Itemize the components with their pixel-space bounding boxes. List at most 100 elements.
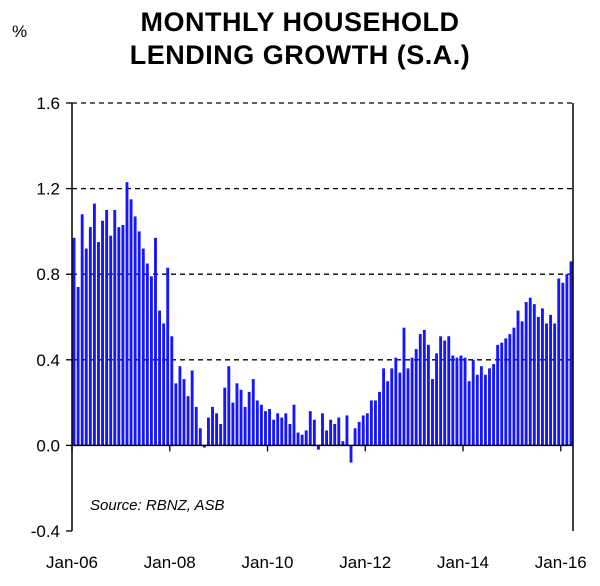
- bar: [500, 342, 504, 446]
- bar: [353, 428, 357, 446]
- bar: [211, 406, 214, 446]
- bar: [227, 366, 231, 446]
- bar: [182, 379, 186, 446]
- bar: [520, 321, 524, 446]
- bar: [553, 323, 557, 446]
- y-tick-label: 0.0: [36, 436, 60, 455]
- y-tick-label: 1.6: [36, 94, 60, 113]
- bar: [357, 421, 361, 446]
- bar: [378, 391, 381, 446]
- bar: [141, 248, 145, 446]
- bar: [101, 220, 104, 446]
- bar: [496, 344, 500, 446]
- bar: [333, 424, 337, 446]
- bar: [536, 317, 540, 446]
- chart-title-line-1: MONTHLY HOUSEHOLD: [140, 7, 460, 37]
- bar: [431, 379, 434, 446]
- bar: [284, 413, 288, 446]
- bar: [154, 237, 157, 446]
- bars: [72, 182, 573, 463]
- bar: [475, 374, 479, 446]
- bar: [435, 353, 438, 446]
- bar: [202, 445, 206, 448]
- bar: [504, 338, 508, 446]
- bar: [223, 387, 227, 446]
- bar: [402, 327, 406, 446]
- bar: [296, 432, 300, 446]
- bar: [479, 366, 483, 446]
- bar: [149, 276, 153, 446]
- bar: [418, 334, 422, 446]
- y-tick-labels: -0.4 0.0 0.4 0.8 1.2 1.6: [31, 94, 60, 541]
- bar: [276, 413, 280, 446]
- bar: [398, 372, 402, 446]
- bar: [304, 430, 308, 446]
- bar: [386, 381, 390, 446]
- bar: [349, 445, 353, 463]
- y-axis-unit-label: %: [12, 22, 28, 41]
- bar: [194, 406, 198, 446]
- bar: [422, 329, 426, 446]
- x-tick-label: Jan-14: [437, 553, 489, 572]
- bar: [125, 182, 129, 446]
- bar: [394, 357, 398, 446]
- bar: [174, 383, 178, 446]
- y-tick-label: -0.4: [31, 522, 60, 541]
- bar: [545, 323, 548, 446]
- chart-title-line-2: LENDING GROWTH (S.A.): [129, 40, 471, 70]
- bar: [443, 340, 447, 446]
- bar: [316, 445, 320, 450]
- y-tick-label: 1.2: [36, 180, 60, 199]
- bar: [251, 379, 255, 446]
- bar: [488, 368, 491, 446]
- bar: [483, 374, 487, 446]
- x-tick-label: Jan-10: [242, 553, 294, 572]
- bar: [117, 227, 121, 446]
- bar: [264, 411, 267, 446]
- bar: [374, 400, 377, 446]
- bar: [247, 391, 251, 446]
- bar: [410, 357, 414, 446]
- bar: [321, 413, 324, 446]
- bar: [92, 203, 96, 446]
- bar: [557, 278, 561, 446]
- bar: [463, 357, 467, 446]
- bar: [308, 411, 312, 446]
- bar: [414, 349, 418, 446]
- bar: [524, 302, 528, 446]
- bar: [329, 419, 333, 446]
- bar: [255, 400, 259, 446]
- bar: [158, 310, 162, 446]
- bar: [272, 419, 276, 446]
- bar: [113, 210, 117, 446]
- bar: [512, 327, 516, 446]
- x-tick-label: Jan-06: [46, 553, 98, 572]
- bar: [292, 404, 296, 446]
- bar: [325, 430, 329, 446]
- chart-title: MONTHLY HOUSEHOLD LENDING GROWTH (S.A.): [0, 6, 600, 72]
- bar: [532, 304, 536, 446]
- bar: [137, 231, 141, 446]
- bar: [439, 336, 443, 446]
- bar: [569, 261, 573, 446]
- bar: [186, 396, 190, 446]
- bar: [88, 227, 92, 446]
- bar: [105, 210, 109, 446]
- bar: [382, 368, 386, 446]
- bar: [166, 267, 170, 446]
- bar: [467, 381, 471, 446]
- bar: [215, 413, 219, 446]
- x-tick-label: Jan-12: [339, 553, 391, 572]
- bar: [219, 424, 223, 446]
- bar: [76, 287, 80, 446]
- bar: [243, 406, 247, 446]
- bar: [198, 428, 202, 446]
- bar: [268, 409, 271, 446]
- bar: [129, 199, 133, 446]
- bar: [565, 274, 569, 446]
- bar: [451, 355, 455, 446]
- bar: [235, 383, 239, 446]
- bar: [426, 344, 430, 446]
- bar: [207, 417, 210, 446]
- bar: [369, 400, 373, 446]
